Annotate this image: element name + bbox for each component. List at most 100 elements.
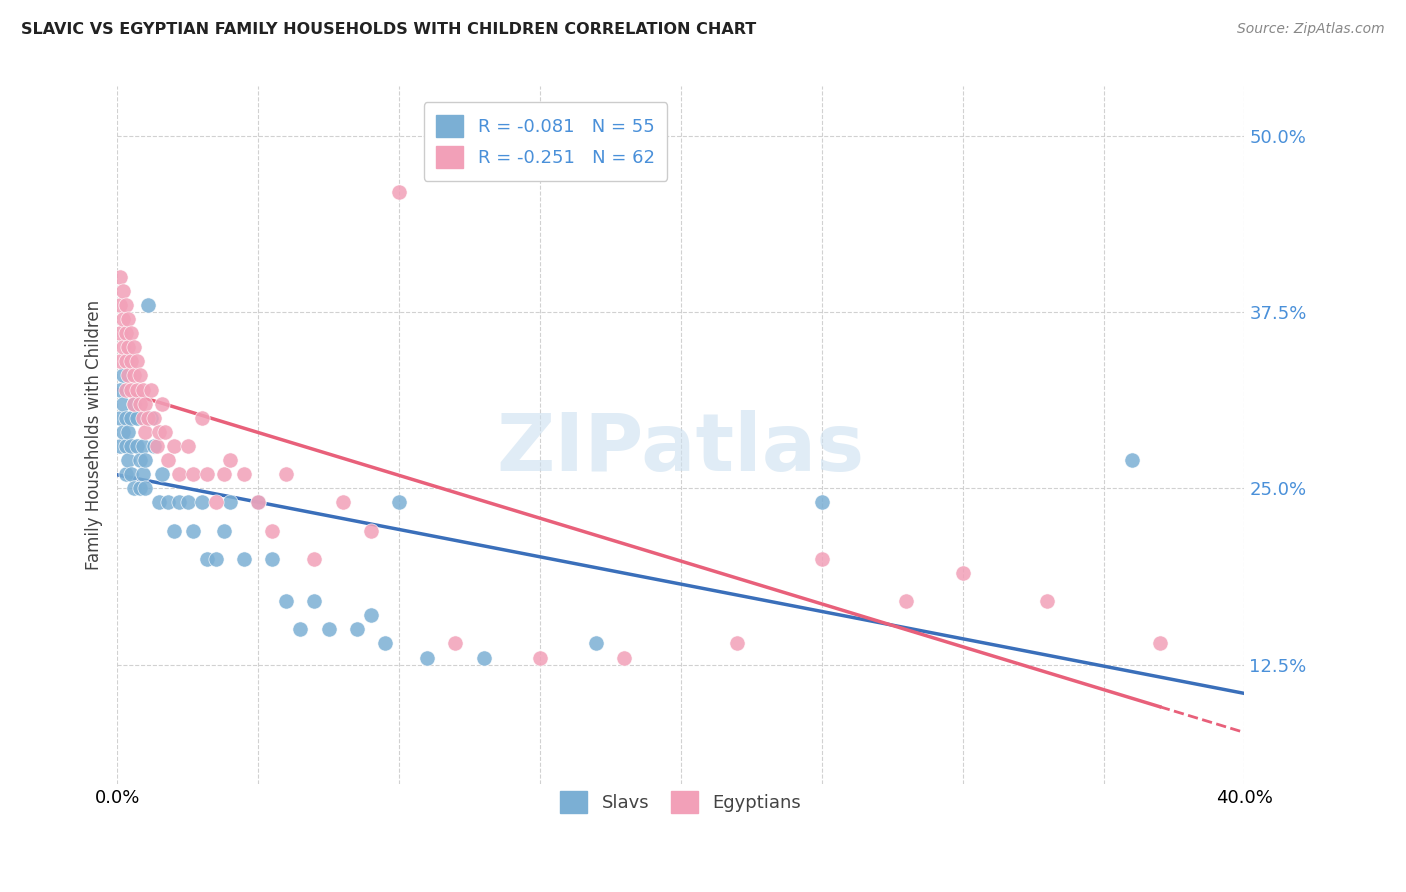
Point	[176, 495, 198, 509]
Point	[613, 650, 636, 665]
Point	[262, 524, 284, 538]
Point	[388, 495, 411, 509]
Point	[304, 594, 326, 608]
Point	[181, 467, 204, 482]
Point	[195, 467, 218, 482]
Point	[111, 284, 134, 298]
Point	[114, 383, 136, 397]
Point	[120, 439, 142, 453]
Point	[810, 551, 832, 566]
Point	[139, 410, 162, 425]
Point	[148, 495, 170, 509]
Point	[114, 354, 136, 368]
Point	[108, 439, 131, 453]
Point	[214, 524, 236, 538]
Point	[219, 495, 242, 509]
Point	[120, 354, 142, 368]
Text: Source: ZipAtlas.com: Source: ZipAtlas.com	[1237, 22, 1385, 37]
Point	[134, 453, 156, 467]
Point	[233, 551, 256, 566]
Point	[108, 354, 131, 368]
Y-axis label: Family Households with Children: Family Households with Children	[86, 301, 103, 571]
Point	[120, 467, 142, 482]
Point	[125, 383, 148, 397]
Point	[125, 439, 148, 453]
Point	[114, 410, 136, 425]
Point	[114, 298, 136, 312]
Point	[142, 410, 165, 425]
Point	[120, 383, 142, 397]
Point	[134, 425, 156, 439]
Point	[472, 650, 495, 665]
Point	[360, 608, 382, 623]
Point	[247, 495, 270, 509]
Point	[416, 650, 439, 665]
Point	[810, 495, 832, 509]
Point	[150, 467, 173, 482]
Point	[153, 425, 176, 439]
Point	[128, 453, 150, 467]
Point	[125, 410, 148, 425]
Point	[176, 439, 198, 453]
Point	[190, 495, 212, 509]
Text: ZIPatlas: ZIPatlas	[496, 410, 865, 488]
Point	[156, 495, 179, 509]
Point	[1149, 636, 1171, 650]
Point	[114, 439, 136, 453]
Point	[150, 397, 173, 411]
Point	[122, 340, 145, 354]
Point	[162, 524, 184, 538]
Point	[276, 594, 298, 608]
Point	[388, 185, 411, 199]
Legend: Slavs, Egyptians: Slavs, Egyptians	[550, 780, 813, 824]
Point	[952, 566, 974, 580]
Point	[145, 439, 167, 453]
Point	[290, 622, 312, 636]
Point	[117, 453, 139, 467]
Point	[108, 298, 131, 312]
Point	[444, 636, 467, 650]
Point	[181, 524, 204, 538]
Point	[585, 636, 607, 650]
Point	[195, 551, 218, 566]
Point	[219, 453, 242, 467]
Point	[122, 368, 145, 383]
Point	[117, 425, 139, 439]
Point	[120, 326, 142, 340]
Point	[114, 326, 136, 340]
Point	[346, 622, 368, 636]
Point	[122, 481, 145, 495]
Point	[111, 368, 134, 383]
Point	[122, 397, 145, 411]
Point	[117, 312, 139, 326]
Point	[114, 467, 136, 482]
Point	[111, 425, 134, 439]
Point	[262, 551, 284, 566]
Point	[1036, 594, 1059, 608]
Point	[529, 650, 551, 665]
Point	[128, 397, 150, 411]
Point	[131, 439, 153, 453]
Point	[125, 354, 148, 368]
Point	[111, 397, 134, 411]
Text: SLAVIC VS EGYPTIAN FAMILY HOUSEHOLDS WITH CHILDREN CORRELATION CHART: SLAVIC VS EGYPTIAN FAMILY HOUSEHOLDS WIT…	[21, 22, 756, 37]
Point	[374, 636, 396, 650]
Point	[233, 467, 256, 482]
Point	[131, 383, 153, 397]
Point	[117, 368, 139, 383]
Point	[204, 495, 226, 509]
Point	[276, 467, 298, 482]
Point	[136, 298, 159, 312]
Point	[120, 410, 142, 425]
Point	[148, 425, 170, 439]
Point	[136, 410, 159, 425]
Point	[1121, 453, 1143, 467]
Point	[131, 467, 153, 482]
Point	[167, 495, 190, 509]
Point	[214, 467, 236, 482]
Point	[134, 397, 156, 411]
Point	[134, 481, 156, 495]
Point	[190, 410, 212, 425]
Point	[360, 524, 382, 538]
Point	[111, 340, 134, 354]
